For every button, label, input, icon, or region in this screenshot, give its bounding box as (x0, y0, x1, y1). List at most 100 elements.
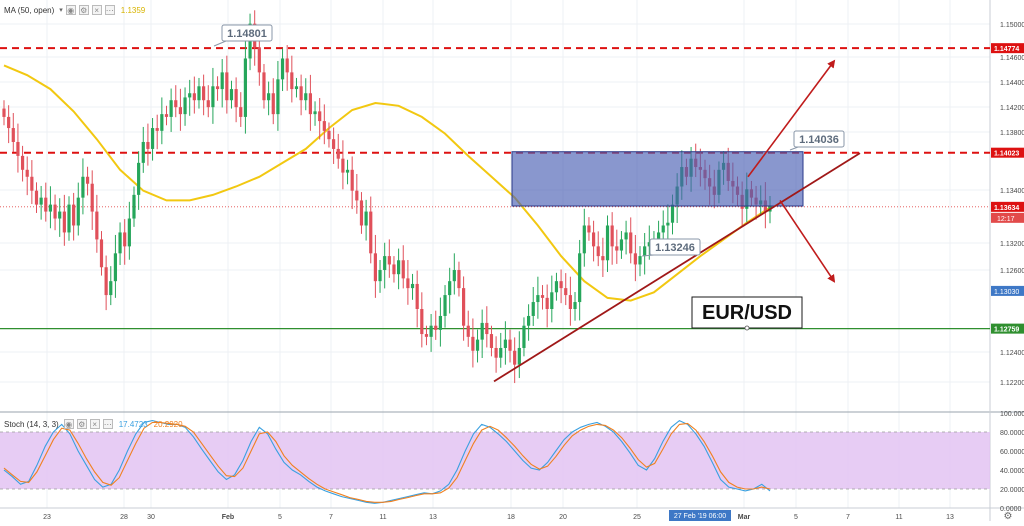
candle-body (276, 79, 280, 115)
time-tick-label: 7 (329, 514, 333, 521)
price-tick-label: 1.14200 (1000, 105, 1024, 112)
candle-body (359, 200, 364, 226)
stoch-band-fill (0, 432, 990, 489)
candle-body (624, 232, 628, 240)
candle-body (67, 204, 71, 233)
countdown-tag (991, 212, 1024, 223)
more-icon[interactable]: ⋯ (104, 5, 115, 15)
time-axis: 23 28 30 Feb 5 7 11 13 18 20 25 Mar 5 7 11 13 27 Feb '19… (43, 510, 1013, 522)
candle-body (462, 288, 466, 326)
candle-body (406, 278, 410, 289)
stoch-k-value: 17.4723 (118, 419, 148, 429)
more-icon[interactable]: ⋯ (102, 419, 113, 429)
candle-body (220, 72, 224, 90)
candle-body (313, 111, 317, 115)
candle-body (554, 281, 559, 293)
ma-indicator-header: MA (50, open) ▾ ◉ ⚙ × ⋯ 1.1359 (4, 4, 145, 16)
candle-body (429, 325, 433, 337)
candle-body (299, 86, 303, 101)
stoch-tick-label: 100.0000 (1000, 411, 1024, 418)
settings-icon[interactable]: ⚙ (76, 419, 87, 429)
candle-body (146, 141, 150, 149)
settings-icon[interactable]: ⚙ (78, 5, 89, 15)
callout-high-label: 1.14801 (227, 28, 267, 40)
candle-body (294, 86, 299, 90)
candle-body (327, 130, 331, 140)
candle-body (638, 256, 642, 265)
candle-body (457, 270, 461, 289)
candle-body (378, 270, 382, 282)
candle-body (239, 107, 243, 117)
close-icon[interactable]: × (91, 5, 102, 15)
time-tick-label: 11 (895, 514, 902, 521)
candle-body (383, 256, 387, 271)
candle-body (438, 315, 442, 330)
time-tick-label: 28 (120, 514, 128, 521)
candle-body (132, 194, 136, 219)
time-tick-label: Feb (222, 514, 234, 521)
eye-icon[interactable]: ◉ (63, 419, 74, 429)
price-tick-label: 1.13800 (1000, 130, 1024, 137)
time-tick-label: 13 (946, 514, 954, 521)
candle-body (350, 169, 354, 191)
time-tick-label: 18 (507, 514, 515, 521)
candle-body (387, 256, 391, 265)
time-tick-label: 7 (846, 514, 850, 521)
candle-body (39, 197, 43, 205)
level-price-tag (991, 43, 1024, 54)
candle-body (615, 246, 619, 251)
candle-body (656, 232, 661, 240)
candle-body (647, 242, 651, 247)
candle-body (62, 211, 66, 233)
candle-body (123, 232, 127, 247)
price-tick-label: 1.13400 (1000, 188, 1024, 195)
candle-body (503, 339, 507, 348)
stoch-indicator-header: Stoch (14, 3, 3) ◉ ⚙ × ⋯ 17.4723 20.2920 (4, 418, 183, 430)
stoch-band (0, 431, 990, 490)
candle-body (341, 158, 345, 173)
candle-body (234, 89, 238, 108)
close-icon[interactable]: × (89, 419, 100, 429)
candle-body (30, 176, 34, 191)
stoch-tick-label: 60.0000 (1000, 449, 1024, 456)
candle-body (178, 107, 183, 115)
candle-body (280, 58, 285, 80)
candle-body (545, 297, 549, 309)
stoch-d-value: 20.2920 (153, 419, 183, 429)
candle-body (290, 72, 294, 90)
candle-body (526, 315, 531, 326)
candle-body (345, 169, 350, 173)
eye-icon[interactable]: ◉ (65, 5, 76, 15)
candle-body (225, 72, 229, 101)
candle-body (304, 93, 308, 101)
stoch-tick-label: 20.0000 (1000, 487, 1024, 494)
level-price-label: 1.12759 (994, 327, 1019, 334)
candle-body (471, 336, 475, 351)
level-price-label: 1.14023 (994, 151, 1019, 158)
level-price-label: 1.14774 (994, 46, 1019, 53)
candle-body (332, 139, 336, 149)
callout-box-top-label: 1.14036 (799, 134, 839, 146)
overlay-labels: 1.14801 1.14036 1.13246 EUR/USD (213, 24, 845, 331)
candle-body (85, 176, 90, 184)
candle-body (494, 347, 498, 358)
candle-body (99, 239, 104, 268)
time-tick-label: 5 (278, 514, 282, 521)
candle-body (81, 176, 85, 198)
watermark-box (691, 296, 803, 329)
candle-body (192, 93, 196, 101)
candle-body (113, 253, 118, 282)
candle-body (582, 225, 586, 254)
candle-body (76, 197, 80, 226)
candle-body (643, 246, 647, 257)
chevron-down-icon[interactable]: ▾ (59, 7, 63, 14)
watermark-label: EUR/USD (702, 302, 792, 324)
candle-body (397, 260, 401, 275)
candle-body (666, 222, 670, 226)
candle-body (215, 86, 220, 90)
price-tick-label: 1.14400 (1000, 80, 1024, 87)
gear-icon[interactable]: ⚙ (1004, 511, 1013, 522)
price-tick-label: 1.14600 (1000, 55, 1024, 62)
candle-body (619, 239, 624, 251)
